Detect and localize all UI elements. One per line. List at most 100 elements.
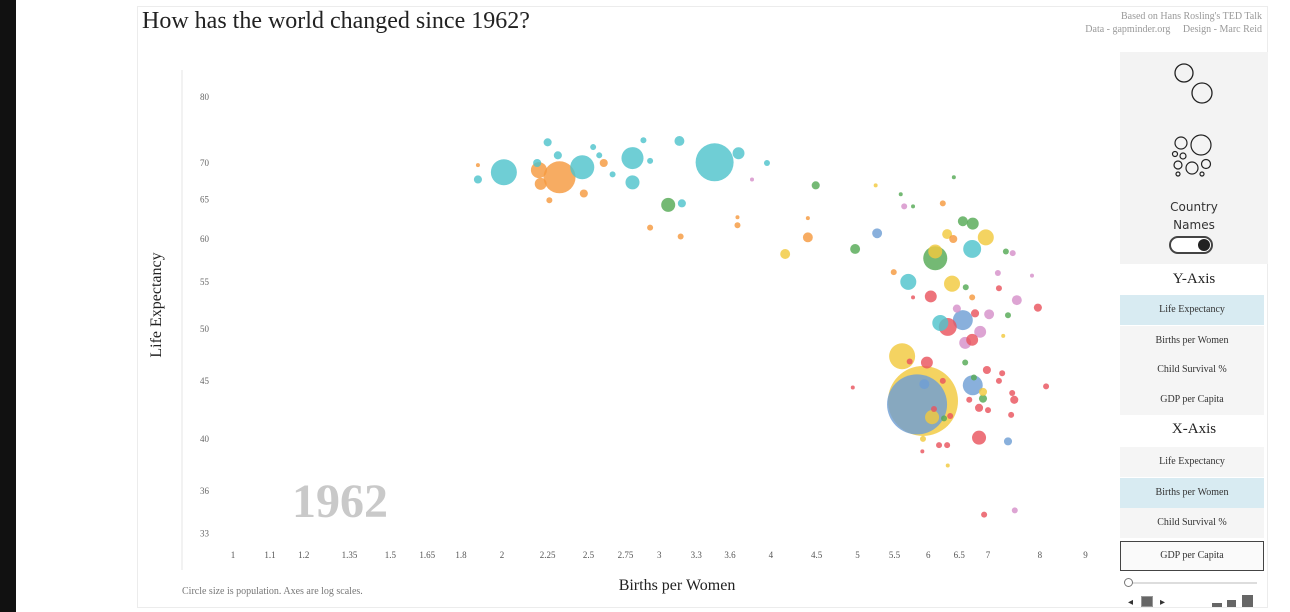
year-slider[interactable] [1124, 578, 1257, 587]
y-option-child-survival[interactable]: Child Survival % [1120, 355, 1264, 385]
country-bubble [599, 158, 608, 168]
country-bubble [475, 163, 480, 168]
footnote: Circle size is population. Axes are log … [182, 586, 363, 597]
y-option-life-expectancy[interactable]: Life Expectancy [1120, 295, 1264, 325]
country-bubble [490, 159, 517, 186]
x-tick-label: 2 [500, 550, 505, 560]
country-bubble [947, 413, 954, 420]
country-bubble [570, 155, 595, 180]
country-bubble [872, 228, 883, 239]
x-option-births-per-women[interactable]: Births per Women [1120, 478, 1264, 508]
country-bubble [977, 229, 994, 246]
country-bubble [941, 415, 948, 422]
country-bubble [898, 192, 903, 197]
size-large-icon[interactable] [1242, 595, 1253, 607]
country-bubble [920, 356, 933, 369]
x-option-gdp-per-capita[interactable]: GDP per Capita [1120, 541, 1264, 571]
y-axis-label: Life Expectancy [148, 252, 165, 358]
bubbles-cluster-icon[interactable] [1171, 134, 1212, 177]
y-tick-label: 55 [200, 277, 210, 287]
x-tick-label: 1.5 [385, 550, 397, 560]
y-tick-label: 65 [200, 195, 210, 205]
country-bubble [805, 216, 810, 221]
country-bubble [995, 285, 1002, 292]
country-bubble [920, 449, 925, 454]
country-bubble [966, 217, 979, 230]
x-tick-label: 3.3 [691, 550, 703, 560]
country-bubble [994, 270, 1001, 277]
x-tick-label: 1 [231, 550, 236, 560]
x-option-life-expectancy[interactable]: Life Expectancy [1120, 447, 1264, 477]
country-bubble [978, 394, 988, 403]
options-panel: Country Names [1120, 52, 1268, 264]
country-bubble [984, 309, 995, 320]
country-bubble [936, 442, 943, 449]
toggle-knob [1198, 239, 1210, 251]
size-small-icon[interactable] [1212, 599, 1222, 610]
country-bubble [1010, 395, 1019, 404]
country-bubble [750, 177, 755, 182]
play-forward-icon[interactable]: ▸ [1160, 597, 1166, 608]
size-medium-icon[interactable] [1227, 598, 1236, 609]
country-bubble [970, 374, 977, 381]
country-bubble [900, 273, 917, 290]
x-tick-label: 7 [986, 550, 991, 560]
country-bubble [1002, 248, 1009, 255]
country-bubble [978, 387, 988, 396]
country-bubble [546, 197, 553, 204]
credit-line-1: Based on Hans Rosling's TED Talk [1120, 11, 1262, 22]
country-bubble [763, 159, 770, 167]
credit-line-2: Data - gapminder.org Design - Marc Reid [1085, 24, 1262, 35]
country-bubble [952, 304, 961, 313]
bubble-icons [1171, 63, 1213, 177]
country-bubble [963, 239, 982, 258]
y-tick-label: 70 [200, 158, 210, 168]
bubbles-two-icon[interactable] [1174, 63, 1213, 104]
y-tick-label: 40 [200, 434, 210, 444]
x-tick-label: 5 [855, 550, 860, 560]
country-bubble [734, 222, 741, 229]
country-bubble [939, 377, 946, 384]
slider-handle[interactable] [1124, 578, 1133, 587]
country-bubble [596, 152, 603, 159]
country-bubble [1008, 411, 1015, 418]
x-option-child-survival[interactable]: Child Survival % [1120, 508, 1264, 538]
country-bubble [925, 410, 940, 425]
country-bubble [971, 309, 980, 318]
country-bubble [974, 325, 987, 338]
country-bubble [850, 385, 855, 390]
country-bubble [609, 171, 616, 178]
country-bubble [534, 177, 547, 190]
x-tick-label: 1.1 [264, 550, 275, 560]
country-names-toggle[interactable] [1169, 236, 1213, 254]
country-bubble [890, 269, 897, 276]
y-option-births-per-women[interactable]: Births per Women [1120, 326, 1264, 356]
country-bubble [944, 442, 951, 449]
x-tick-label: 6.5 [954, 550, 966, 560]
x-tick-label: 1.35 [342, 550, 358, 560]
country-bubble [962, 359, 969, 366]
country-bubble [1011, 507, 1018, 514]
y-tick-label: 60 [200, 234, 210, 244]
x-tick-label: 4.5 [811, 550, 823, 560]
play-back-icon[interactable]: ◂ [1128, 597, 1134, 608]
x-tick-label: 5.5 [889, 550, 901, 560]
country-bubble [919, 435, 926, 442]
country-bubble [579, 189, 588, 198]
country-bubble [1029, 273, 1034, 278]
country-bubble [982, 365, 991, 375]
x-tick-label: 3.6 [724, 550, 736, 560]
country-bubble [1033, 303, 1042, 312]
country-bubble [957, 216, 968, 227]
y-option-gdp-per-capita[interactable]: GDP per Capita [1120, 385, 1264, 415]
pause-icon[interactable] [1141, 596, 1153, 608]
country-bubble [949, 234, 958, 244]
y-tick-label: 36 [200, 486, 210, 496]
country-bubble [640, 137, 647, 144]
country-bubble [906, 358, 913, 365]
country-bubble [1001, 333, 1006, 338]
country-bubble [533, 158, 542, 168]
country-bubble [1009, 390, 1016, 397]
country-bubble [999, 370, 1006, 377]
